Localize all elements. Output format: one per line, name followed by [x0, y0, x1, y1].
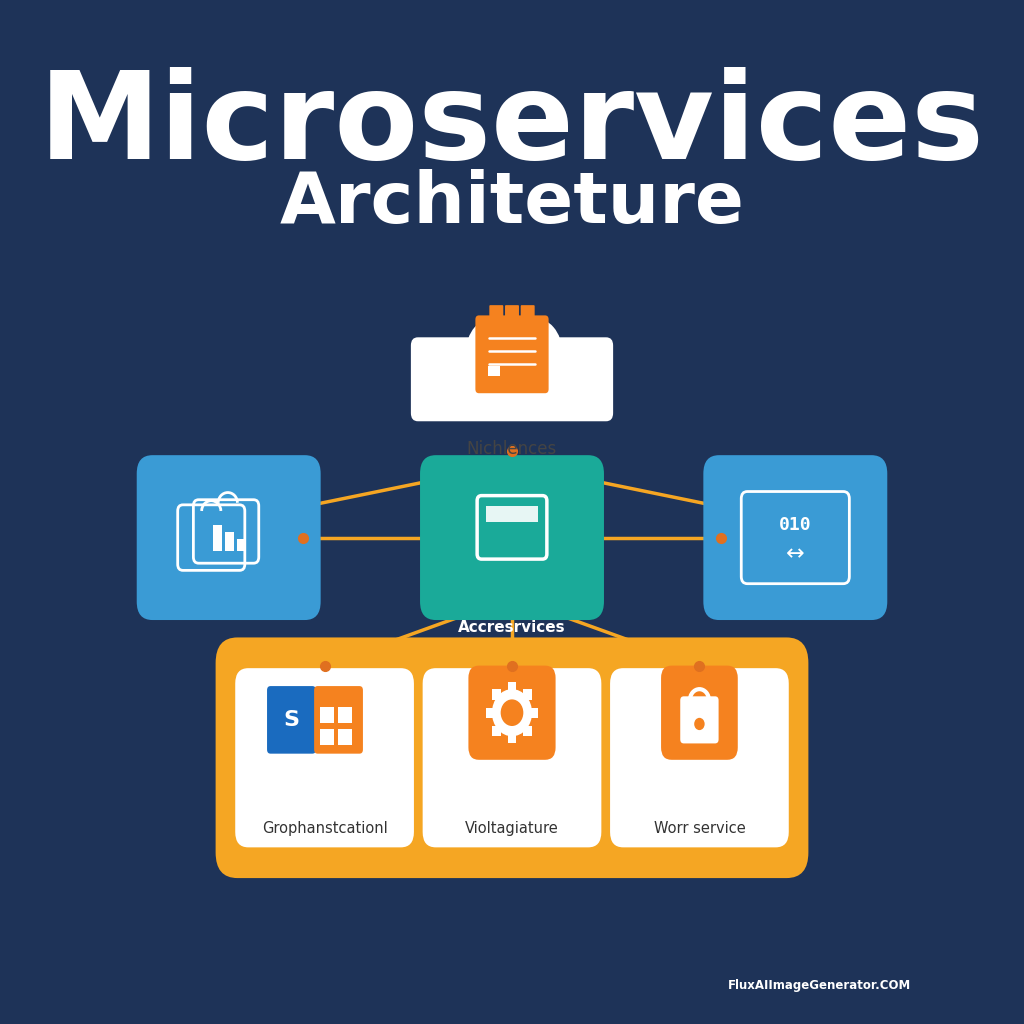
Text: Nichlences: Nichlences [467, 440, 557, 459]
FancyBboxPatch shape [662, 666, 737, 760]
FancyBboxPatch shape [420, 455, 604, 621]
FancyBboxPatch shape [505, 305, 519, 326]
FancyBboxPatch shape [529, 708, 539, 718]
FancyBboxPatch shape [523, 689, 531, 699]
FancyBboxPatch shape [267, 686, 315, 754]
FancyBboxPatch shape [338, 707, 351, 723]
Circle shape [436, 341, 482, 394]
FancyBboxPatch shape [314, 686, 362, 754]
Text: 010: 010 [779, 516, 812, 535]
Text: ↔: ↔ [786, 544, 805, 564]
FancyBboxPatch shape [523, 726, 531, 736]
Circle shape [504, 317, 562, 386]
FancyBboxPatch shape [485, 708, 495, 718]
Circle shape [501, 699, 523, 726]
FancyBboxPatch shape [338, 729, 351, 745]
FancyBboxPatch shape [680, 696, 719, 743]
FancyBboxPatch shape [321, 729, 334, 745]
FancyBboxPatch shape [485, 506, 539, 522]
Text: Grophanstcationl: Grophanstcationl [262, 821, 387, 837]
FancyBboxPatch shape [236, 669, 414, 848]
FancyBboxPatch shape [216, 637, 808, 878]
FancyBboxPatch shape [137, 455, 321, 621]
Circle shape [492, 689, 532, 736]
Circle shape [694, 718, 705, 730]
FancyBboxPatch shape [703, 455, 887, 621]
FancyBboxPatch shape [493, 689, 501, 699]
FancyBboxPatch shape [468, 666, 556, 760]
Text: Accresrvices: Accresrvices [458, 620, 566, 635]
FancyBboxPatch shape [225, 532, 233, 551]
FancyBboxPatch shape [508, 682, 516, 692]
Text: Worr service: Worr service [653, 821, 745, 837]
FancyBboxPatch shape [487, 366, 500, 376]
Text: Microservices: Microservices [39, 67, 985, 183]
FancyBboxPatch shape [475, 315, 549, 393]
FancyBboxPatch shape [508, 733, 516, 743]
FancyBboxPatch shape [493, 726, 501, 736]
Text: S: S [284, 710, 299, 730]
FancyBboxPatch shape [521, 305, 535, 326]
FancyBboxPatch shape [411, 337, 613, 421]
FancyBboxPatch shape [238, 539, 246, 551]
Text: Architeture: Architeture [280, 169, 744, 238]
FancyBboxPatch shape [610, 669, 788, 848]
FancyBboxPatch shape [489, 305, 503, 326]
FancyBboxPatch shape [213, 525, 222, 551]
FancyBboxPatch shape [423, 669, 601, 848]
Text: Violtagiature: Violtagiature [465, 821, 559, 837]
Circle shape [466, 317, 524, 386]
Circle shape [546, 341, 592, 394]
FancyBboxPatch shape [321, 707, 334, 723]
